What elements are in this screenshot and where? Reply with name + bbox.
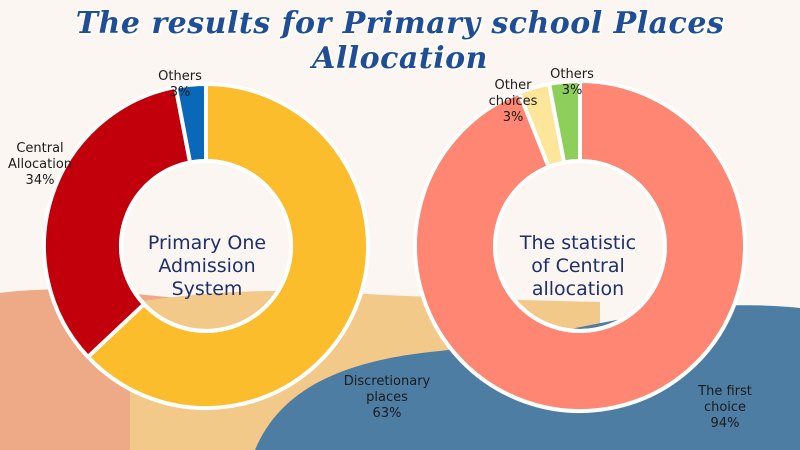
label-other-choices: Other choices 3% — [478, 78, 548, 126]
label-central-allocation: Central Allocation 34% — [0, 141, 80, 189]
slice-label: choices — [488, 94, 538, 109]
center-line: The statistic — [519, 232, 637, 254]
slice-label: places — [366, 390, 408, 405]
center-line: Admission — [158, 255, 256, 277]
slice-label: Other — [494, 78, 532, 93]
slice-value: 63% — [372, 406, 402, 421]
slice-value: 34% — [25, 173, 55, 188]
label-first-choice: The first choice 94% — [690, 384, 760, 432]
slice-value: 3% — [561, 83, 583, 98]
slice-label: choice — [703, 400, 747, 415]
donut-slice-1-2 — [42, 84, 193, 359]
center-line: allocation — [531, 278, 625, 300]
donut-center-text-2: The statistic of Central allocation — [503, 232, 653, 301]
center-line: of Central — [531, 255, 625, 277]
slice-value: 3% — [502, 110, 524, 125]
slice-label: Others — [158, 69, 202, 84]
donut-center-text-1: Primary One Admission System — [132, 232, 282, 301]
chart-title: The results for Primary school Places Al… — [75, 6, 725, 76]
label-others-1: Others 3% — [150, 69, 210, 101]
slice-label: Allocation — [7, 157, 73, 172]
slice-label: Central — [16, 141, 64, 156]
label-others-2: Others 3% — [542, 67, 602, 99]
label-discretionary-places: Discretionary places 63% — [332, 374, 442, 422]
slice-value: 94% — [710, 416, 740, 431]
donut-hole-ring-2 — [493, 159, 667, 333]
slice-label: Discretionary — [343, 374, 431, 389]
donut-hole-ring-1 — [119, 159, 293, 333]
slice-label: The first — [698, 384, 752, 399]
slice-label: Others — [550, 67, 594, 82]
center-line: Primary One — [147, 232, 267, 254]
center-line: System — [171, 278, 243, 300]
slice-value: 3% — [169, 85, 191, 100]
